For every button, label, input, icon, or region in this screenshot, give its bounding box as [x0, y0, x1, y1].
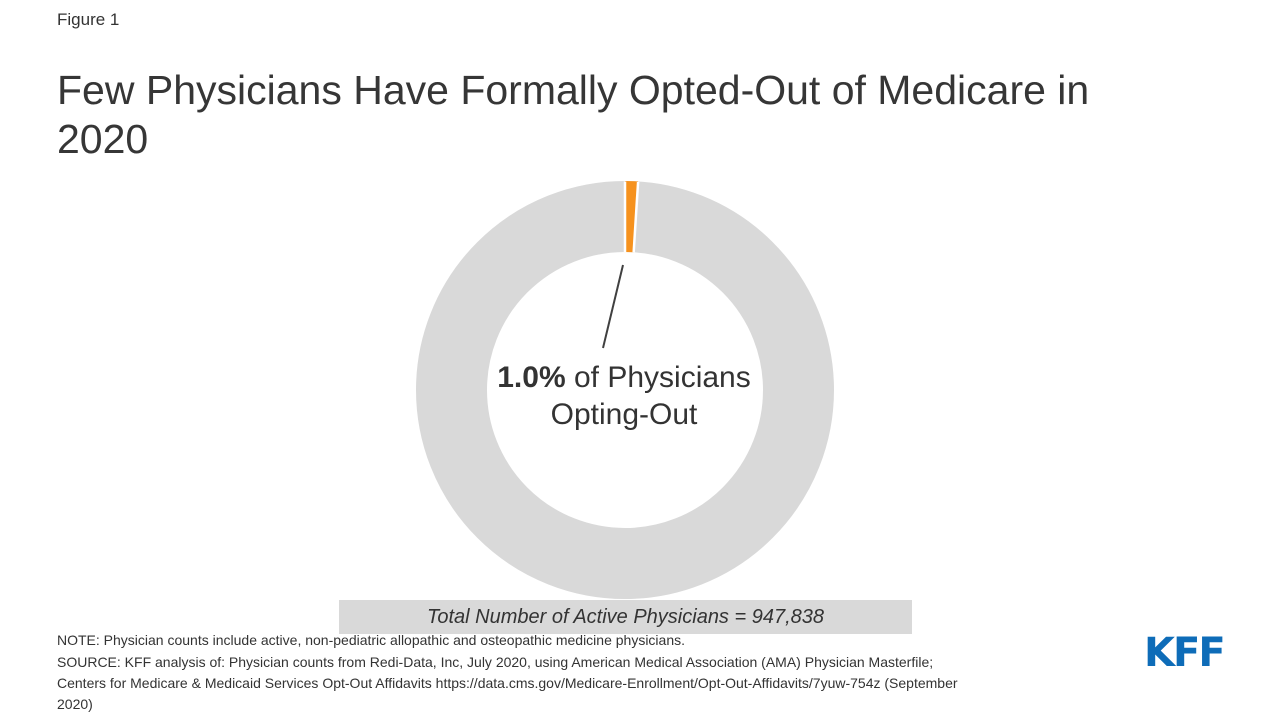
page-title: Few Physicians Have Formally Opted-Out o… [57, 67, 1090, 162]
figure-label: Figure 1 [57, 10, 120, 29]
leader-line [602, 264, 624, 349]
source-text: SOURCE: KFF analysis of: Physician count… [57, 652, 1127, 715]
donut-chart-svg [416, 181, 834, 599]
footnotes: NOTE: Physician counts include active, n… [57, 630, 1127, 715]
center-label-percent: 1.0% [497, 361, 566, 394]
kff-logo: KFF [1144, 630, 1226, 676]
note-text: NOTE: Physician counts include active, n… [57, 632, 686, 648]
center-label-line2: Opting-Out [550, 398, 698, 431]
total-caption: Total Number of Active Physicians = 947,… [339, 600, 912, 634]
slice-separator-end [632, 181, 640, 253]
source-line-2: Centers for Medicare & Medicaid Services… [57, 675, 958, 691]
center-label-line1: 1.0% of Physicians [414, 359, 834, 396]
center-label-rest: of Physicians [565, 361, 751, 394]
source-line-3: 2020) [57, 696, 93, 712]
donut-chart [415, 180, 835, 600]
donut-center-label: 1.0% of Physicians Opting-Out [414, 359, 834, 433]
source-line-1: SOURCE: KFF analysis of: Physician count… [57, 654, 934, 670]
